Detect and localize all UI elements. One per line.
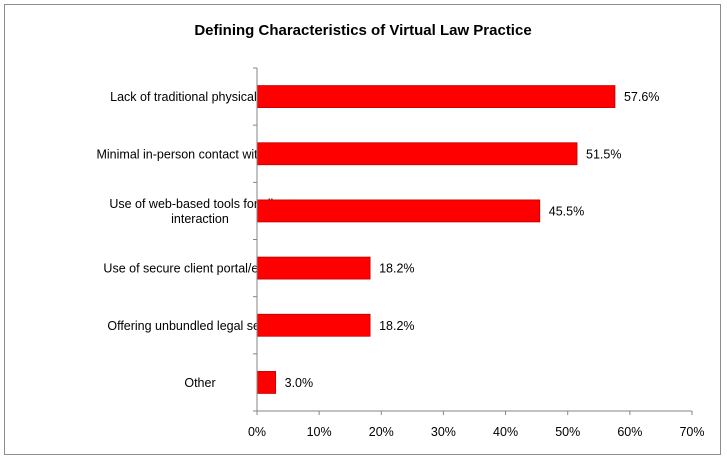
category-label: Lack of traditional physical office [110, 90, 290, 104]
bars [256, 85, 616, 394]
data-label: 18.2% [379, 262, 414, 276]
x-tick-label: 10% [307, 425, 332, 439]
category-label: Use of secure client portal/extranet [103, 262, 297, 276]
chart-title: Defining Characteristics of Virtual Law … [194, 22, 531, 39]
data-label: 57.6% [624, 90, 659, 104]
x-tick-label: 60% [617, 425, 642, 439]
data-label: 3.0% [285, 376, 314, 390]
data-label: 51.5% [586, 147, 621, 161]
bar [256, 313, 371, 337]
category-label: Minimal in-person contact with clients [96, 147, 303, 161]
category-labels: Lack of traditional physical office Minim… [96, 90, 303, 390]
data-label: 18.2% [379, 319, 414, 333]
x-tick-label: 20% [369, 425, 394, 439]
bar [256, 371, 277, 394]
x-tick-label: 30% [431, 425, 456, 439]
x-tick-label: 40% [493, 425, 518, 439]
axes [253, 67, 693, 415]
category-label: Use of web-based tools for client interac… [109, 197, 291, 226]
bar [256, 142, 578, 166]
bar [256, 199, 541, 223]
x-tick-label: 50% [555, 425, 580, 439]
data-labels: 57.6% 51.5% 45.5% 18.2% 18.2% 3.0% [285, 90, 660, 390]
x-tick-labels: 0% 10% 20% 30% 40% 50% 60% 70% [248, 425, 705, 439]
data-label: 45.5% [549, 204, 584, 218]
x-tick-label: 0% [248, 425, 266, 439]
x-tick-label: 70% [679, 425, 704, 439]
bar [256, 85, 616, 108]
category-label: Other [184, 376, 215, 390]
chart-frame [4, 4, 721, 455]
category-label: Offering unbundled legal services [107, 319, 292, 333]
bar [256, 256, 371, 280]
